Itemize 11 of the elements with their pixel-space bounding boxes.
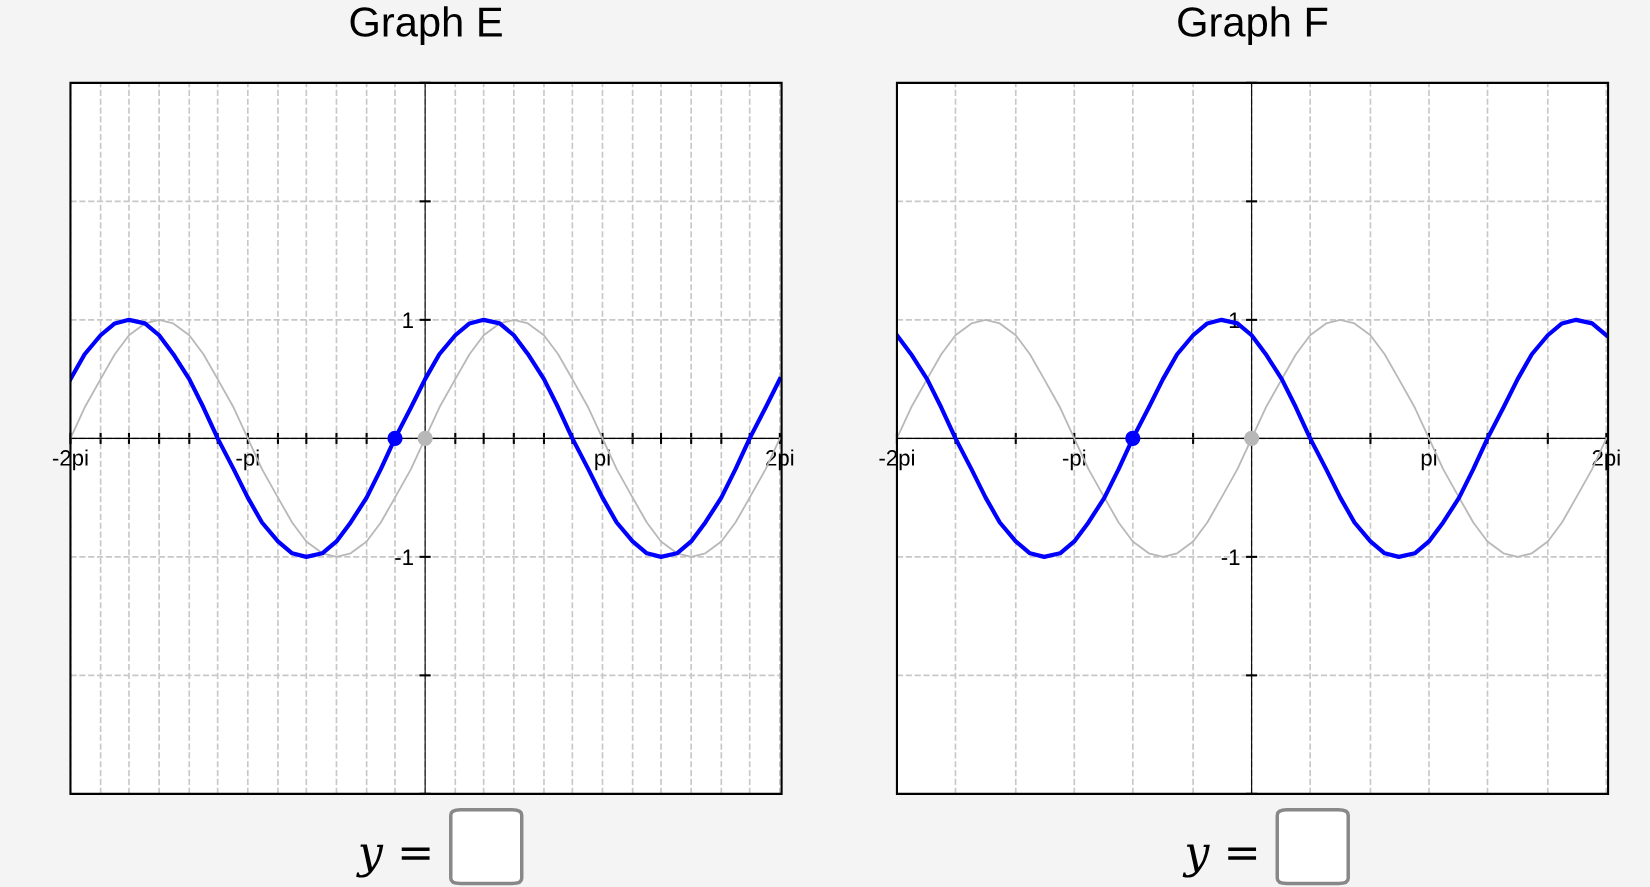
- y-tick-label: -1: [395, 549, 413, 565]
- y-tick-label: -1: [1221, 549, 1240, 565]
- text: y =: [1182, 844, 1257, 878]
- text: y =: [356, 844, 430, 878]
- x-tick-label: pi: [1421, 449, 1437, 471]
- x-tick-label: pi: [595, 449, 610, 471]
- chart-title: Graph F: [1178, 6, 1328, 46]
- chart-title: Graph E: [350, 6, 502, 46]
- x-tick-label: -pi: [1062, 449, 1086, 471]
- y-tick-label: 1: [403, 312, 413, 328]
- x-tick-label: -pi: [236, 449, 259, 471]
